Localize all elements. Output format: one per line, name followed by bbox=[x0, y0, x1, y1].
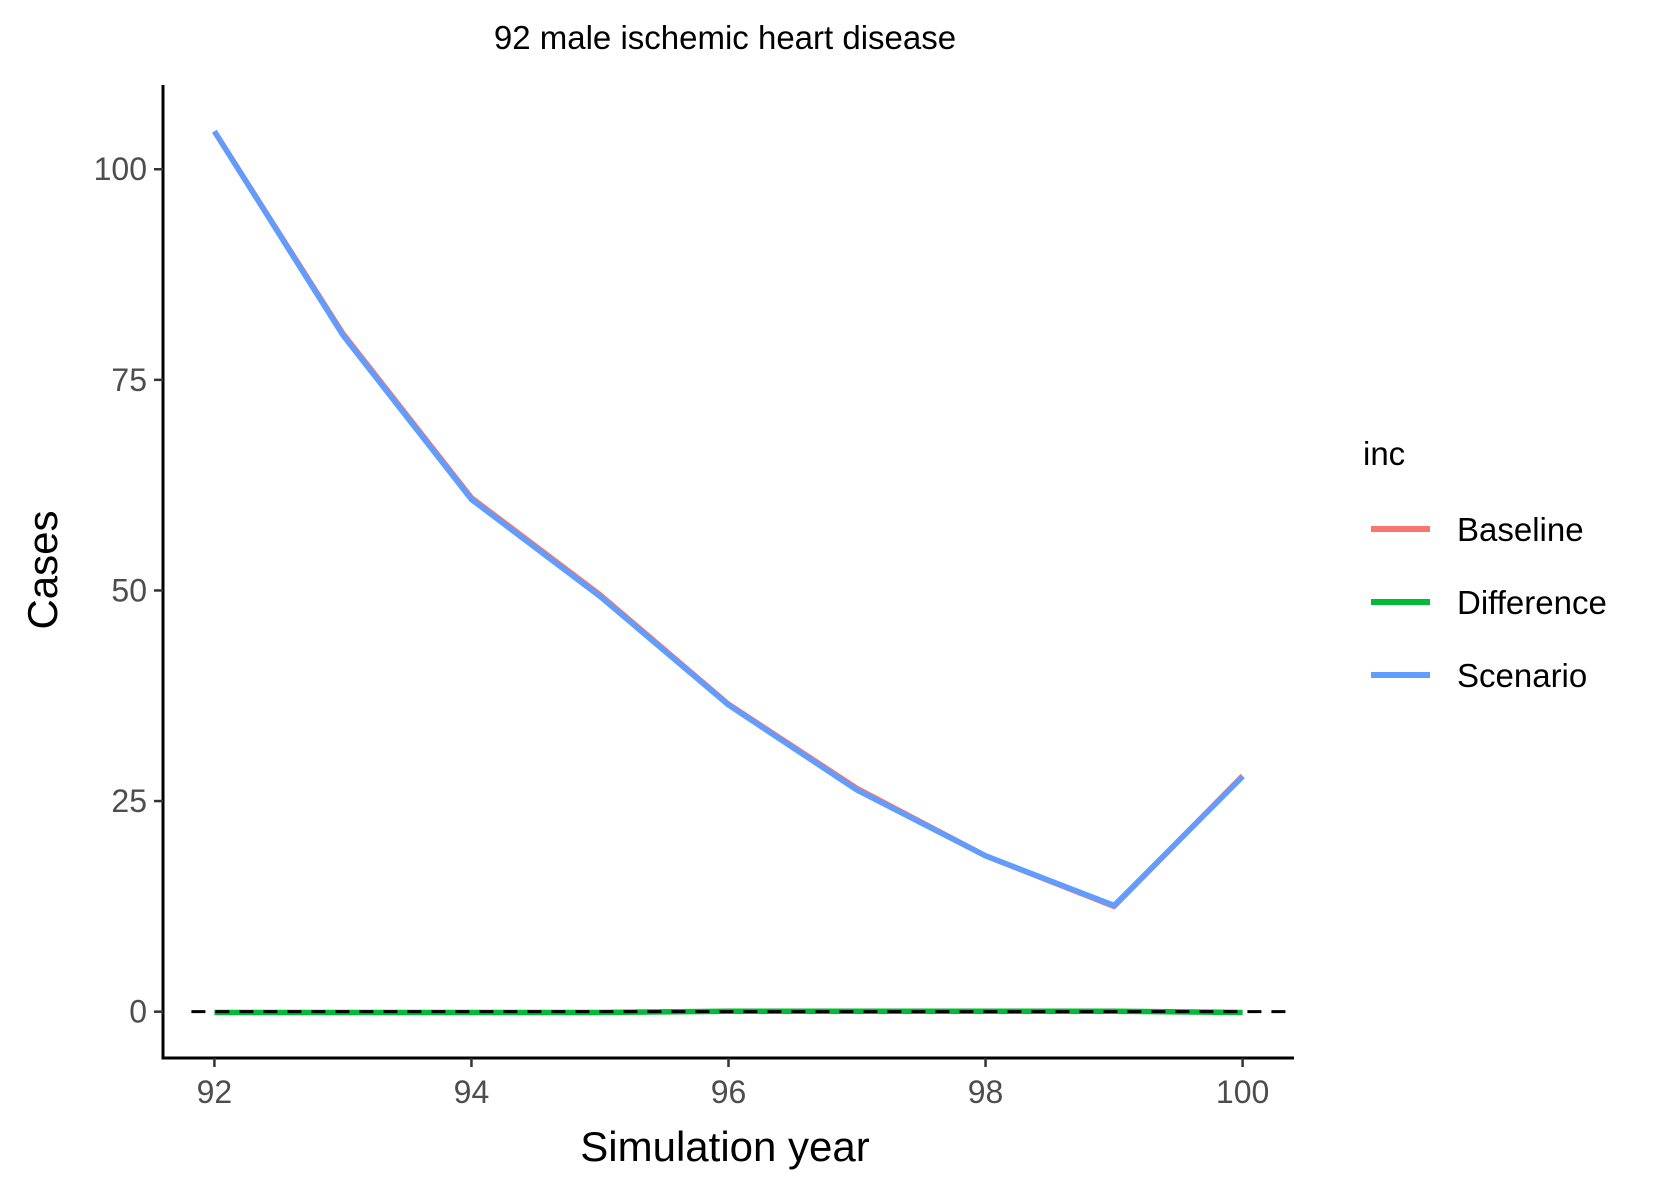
x-tick-label: 92 bbox=[197, 1074, 233, 1110]
y-tick-label: 25 bbox=[111, 783, 147, 819]
legend: inc Baseline Difference Scenario bbox=[1363, 435, 1607, 694]
y-tick-label: 75 bbox=[111, 362, 147, 398]
y-axis-title: Cases bbox=[19, 510, 66, 629]
legend-label-difference: Difference bbox=[1457, 584, 1607, 621]
legend-label-scenario: Scenario bbox=[1457, 657, 1587, 694]
legend-title: inc bbox=[1363, 435, 1405, 472]
legend-items: Baseline Difference Scenario bbox=[1371, 511, 1607, 694]
series-line-scenario bbox=[212, 129, 1245, 909]
x-axis-ticks: 92 94 96 98 100 bbox=[197, 1058, 1269, 1110]
x-tick-label: 94 bbox=[454, 1074, 490, 1110]
y-tick-label: 50 bbox=[111, 572, 147, 608]
x-tick-label: 96 bbox=[711, 1074, 747, 1110]
x-tick-label: 98 bbox=[968, 1074, 1004, 1110]
y-tick-label: 0 bbox=[129, 994, 147, 1030]
y-axis-ticks: 0 25 50 75 100 bbox=[94, 151, 163, 1030]
legend-label-baseline: Baseline bbox=[1457, 511, 1584, 548]
y-tick-label: 100 bbox=[94, 151, 147, 187]
x-tick-label: 100 bbox=[1216, 1074, 1269, 1110]
chart-title: 92 male ischemic heart disease bbox=[494, 19, 956, 56]
x-axis-title: Simulation year bbox=[580, 1123, 869, 1170]
